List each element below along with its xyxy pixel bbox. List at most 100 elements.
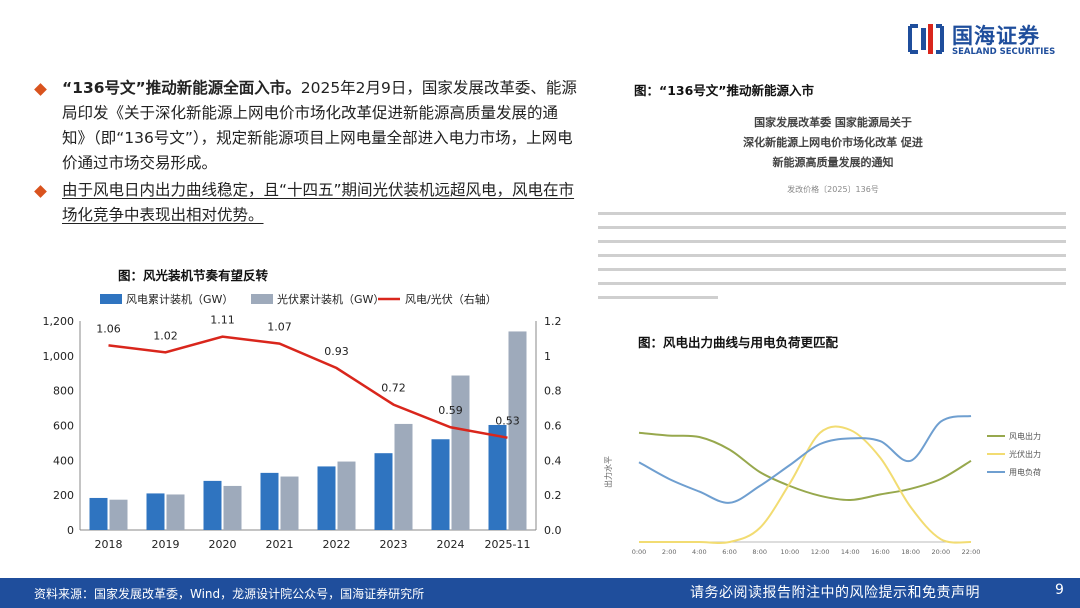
legend-label-solar: 光伏累计装机（GW）: [277, 292, 384, 306]
legend-label-ratio: 风电/光伏（右轴）: [405, 292, 497, 306]
solar-capacity-bar: [337, 461, 356, 530]
x-tick-label: 22:00: [962, 548, 981, 556]
output-curve-2: [638, 415, 972, 504]
ratio-data-label: 1.06: [96, 322, 121, 335]
document-text-line: [598, 254, 1066, 257]
ratio-data-label: 0.72: [381, 382, 406, 395]
document-text-line: [598, 296, 718, 299]
y-axis-label: 出力水平: [603, 456, 613, 488]
document-title-line: 新能源高质量发展的通知: [772, 156, 894, 169]
legend-label: 用电负荷: [1009, 467, 1041, 477]
y-tick-left-label: 0: [67, 524, 74, 537]
x-tick-label: 2023: [380, 538, 408, 551]
x-tick-label: 6:00: [722, 548, 737, 556]
figure-title-output-curve: 图：风电出力曲线与用电负荷更匹配: [638, 335, 839, 350]
x-tick-label: 2019: [152, 538, 180, 551]
ratio-data-label: 0.93: [324, 345, 349, 358]
x-tick-label: 4:00: [692, 548, 707, 556]
y-tick-right-label: 0.6: [544, 420, 562, 433]
document-text-line: [598, 268, 1066, 271]
y-tick-left-label: 600: [53, 420, 74, 433]
source-note: 资料来源：国家发展改革委，Wind，龙源设计院公众号，国海证券研究所: [34, 587, 425, 601]
y-tick-right-label: 0.4: [544, 454, 562, 467]
sealand-logo: 国海证券 SEALAND SECURITIES: [904, 16, 1064, 64]
output-curve-line-chart: 出力水平 0:00 2:00 4:00 6:00 8:00 10:00 12:00 14:00 1…: [603, 415, 1041, 556]
page-number: 9: [1055, 582, 1064, 598]
figure-title-policy: 图：“136号文”推动新能源入市: [634, 83, 815, 98]
logo-name: 国海证券: [952, 24, 1040, 48]
wind-capacity-bar: [203, 480, 222, 530]
wind-capacity-bar: [431, 439, 450, 530]
legend-swatch-solar: [251, 294, 273, 304]
x-tick-label: 2025-11: [485, 538, 531, 551]
output-curve-0: [638, 431, 972, 502]
wind-capacity-bar: [146, 493, 165, 530]
ratio-data-label: 1.02: [153, 329, 178, 342]
figure-title-capacity: 图：风光装机节奏有望反转: [118, 268, 269, 283]
ratio-data-label: 1.11: [210, 314, 235, 327]
document-text-line: [598, 212, 1066, 215]
legend-swatch-wind: [100, 294, 122, 304]
solar-capacity-bar: [451, 375, 470, 530]
x-tick-label: 2:00: [662, 548, 677, 556]
wind-capacity-bar: [488, 424, 507, 530]
bullet-item: 由于风电日内出力曲线稳定，且“十四五”期间光伏装机远超风电，风电在市场化竞争中表…: [34, 178, 579, 228]
x-tick-label: 16:00: [871, 548, 890, 556]
document-title-line: 深化新能源上网电价市场化改革 促进: [743, 136, 923, 149]
bullet-list: “136号文”推动新能源全面入市。2025年2月9日，国家发展改革委、能源局印发…: [34, 76, 579, 230]
x-tick-label: 10:00: [781, 548, 800, 556]
logo-subtitle: SEALAND SECURITIES: [952, 47, 1056, 57]
legend-label: 风电出力: [1009, 431, 1041, 441]
wind-capacity-bar: [317, 466, 336, 530]
wind-solar-ratio-line: [108, 335, 508, 439]
y-tick-left-label: 1,000: [43, 350, 75, 363]
bullet-bold-lead: “136号文”推动新能源全面入市。: [62, 79, 301, 97]
document-text-line: [598, 282, 1066, 285]
y-tick-left-label: 200: [53, 489, 74, 502]
bullet-text: 由于风电日内出力曲线稳定，且“十四五”期间光伏装机远超风电，风电在市场化竞争中表…: [62, 181, 575, 224]
output-curve-1: [638, 425, 972, 545]
x-tick-label: 2021: [266, 538, 294, 551]
x-tick-label: 8:00: [752, 548, 767, 556]
ratio-data-label: 0.59: [438, 404, 463, 417]
document-text-line: [598, 226, 1066, 229]
x-tick-label: 2022: [323, 538, 351, 551]
bullet-item: “136号文”推动新能源全面入市。2025年2月9日，国家发展改革委、能源局印发…: [34, 76, 579, 176]
solar-capacity-bar: [166, 494, 185, 530]
y-tick-right-label: 0.2: [544, 489, 562, 502]
document-text-line: [598, 240, 1066, 243]
legend-label-wind: 风电累计装机（GW）: [126, 292, 233, 306]
diamond-bullet-icon: [34, 83, 47, 96]
capacity-bar-line-chart: 风电累计装机（GW） 光伏累计装机（GW） 风电/光伏（右轴） 0 200 400 600 8…: [43, 292, 562, 551]
solar-capacity-bar: [223, 485, 242, 530]
x-tick-label: 18:00: [901, 548, 920, 556]
x-tick-label: 14:00: [841, 548, 860, 556]
policy-document-image: 国家发展改革委 国家能源局关于 深化新能源上网电价市场化改革 促进 新能源高质量…: [598, 104, 1068, 304]
sealand-logo-mark-icon: [908, 24, 944, 54]
y-tick-right-label: 0.8: [544, 385, 562, 398]
x-tick-label: 0:00: [632, 548, 647, 556]
x-tick-label: 12:00: [811, 548, 830, 556]
y-tick-left-label: 400: [53, 454, 74, 467]
y-tick-right-label: 0.0: [544, 524, 562, 537]
diamond-bullet-icon: [34, 185, 47, 198]
ratio-data-label: 1.07: [267, 321, 292, 334]
disclaimer-note: 请务必阅读报告附注中的风险提示和免责声明: [690, 585, 980, 601]
y-tick-left-label: 1,200: [43, 315, 75, 328]
document-number: 发改价格〔2025〕136号: [787, 185, 879, 194]
solar-capacity-bar: [280, 476, 299, 530]
legend-label: 光伏出力: [1009, 449, 1041, 459]
document-title-line: 国家发展改革委 国家能源局关于: [754, 116, 912, 129]
solar-capacity-bar: [109, 499, 128, 530]
x-tick-label: 2018: [95, 538, 123, 551]
wind-capacity-bar: [260, 472, 279, 530]
solar-capacity-bar: [508, 331, 527, 530]
ratio-data-label: 0.53: [495, 415, 520, 428]
y-tick-right-label: 1.2: [544, 315, 562, 328]
wind-capacity-bar: [374, 453, 393, 530]
x-tick-label: 2024: [437, 538, 465, 551]
footer-bar: 资料来源：国家发展改革委，Wind，龙源设计院公众号，国海证券研究所 请务必阅读…: [0, 578, 1080, 608]
x-tick-label: 2020: [209, 538, 237, 551]
y-tick-right-label: 1: [544, 350, 551, 363]
bullet-text: 2025年2月9日，国家发展改革委、能源局印发《关于深化新能源上网电价市场化改革…: [62, 79, 577, 172]
